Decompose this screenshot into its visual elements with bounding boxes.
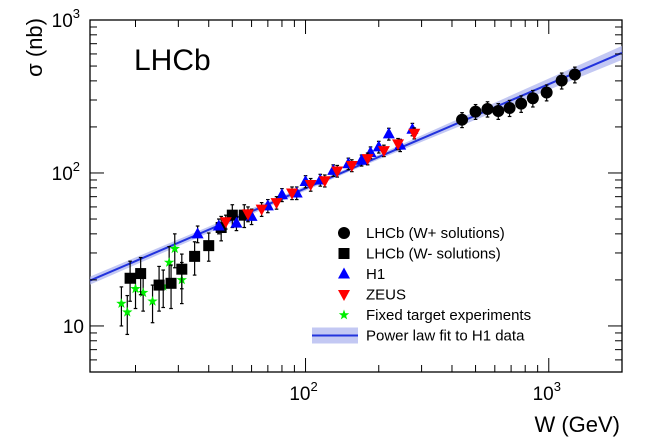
data-point — [270, 198, 283, 210]
data-point — [230, 216, 243, 228]
data-point — [392, 139, 405, 151]
data-point — [130, 283, 141, 294]
data-point — [331, 166, 344, 178]
data-point — [481, 102, 494, 115]
data-point — [318, 176, 331, 188]
y-tick-label-base: 10 — [52, 11, 73, 32]
legend-marker — [338, 267, 350, 279]
plot-frame — [89, 19, 623, 373]
legend-marker — [338, 248, 350, 259]
chart-title: LHCb — [134, 44, 211, 77]
y-tick-label: 103 — [52, 6, 80, 32]
data-point — [503, 101, 516, 114]
axis-ticks — [90, 19, 623, 373]
data-point — [203, 240, 215, 252]
data-point — [226, 209, 238, 221]
y-tick-label-exponent: 3 — [73, 6, 80, 21]
legend-label: Fixed target experiments — [366, 307, 531, 324]
data-point — [382, 127, 395, 139]
fit-uncertainty-band — [90, 45, 622, 285]
data-point — [238, 209, 250, 221]
data-point — [116, 298, 127, 308]
data-point — [163, 257, 175, 267]
data-point — [304, 180, 317, 192]
data-point — [219, 217, 232, 229]
legend-label: ZEUS — [366, 287, 406, 304]
y-tick-label-base: 10 — [63, 317, 84, 338]
data-points — [116, 66, 581, 336]
data-point — [153, 279, 165, 291]
x-tick-label-exponent: 2 — [310, 379, 317, 394]
data-point — [275, 188, 288, 200]
legend-marker — [338, 290, 350, 301]
data-point — [286, 188, 299, 200]
legend-label: LHCb (W+ solutions) — [366, 225, 505, 242]
data-point — [255, 204, 268, 216]
data-point — [568, 68, 581, 81]
data-point — [492, 105, 505, 118]
data-point — [526, 92, 539, 105]
data-point — [469, 105, 482, 118]
data-point — [165, 277, 177, 289]
data-point — [355, 153, 368, 165]
x-tick-label-base: 10 — [289, 384, 310, 405]
x-axis-title: W (GeV) — [534, 412, 620, 437]
data-point — [189, 250, 201, 262]
data-point — [361, 154, 374, 166]
legend-label: Power law fit to H1 data — [366, 328, 525, 345]
data-point — [515, 97, 528, 110]
data-point — [241, 209, 254, 221]
y-tick-label: 102 — [52, 159, 80, 185]
data-point — [345, 160, 358, 172]
data-point — [408, 128, 421, 140]
y-tick-label-exponent: 2 — [73, 159, 80, 174]
data-point — [124, 272, 136, 284]
data-point — [540, 86, 553, 99]
x-tick-label: 102 — [289, 379, 317, 405]
data-point — [137, 287, 149, 298]
data-point — [147, 295, 158, 306]
data-point — [169, 243, 180, 254]
data-point — [212, 219, 225, 231]
series-circle — [456, 66, 581, 129]
y-tick-label-base: 10 — [52, 164, 73, 185]
data-point — [191, 227, 204, 239]
y-tick-label: 10 — [63, 317, 84, 338]
x-tick-label-exponent: 3 — [554, 379, 561, 394]
x-tick-label: 103 — [533, 379, 561, 405]
legend-marker — [338, 309, 350, 320]
data-point — [122, 306, 133, 317]
data-point — [456, 113, 469, 126]
x-tick-label-base: 10 — [533, 384, 554, 405]
legend: LHCb (W+ solutions) LHCb (W- solutions) H1… — [312, 225, 531, 345]
data-point — [377, 146, 390, 158]
legend-label: H1 — [366, 266, 385, 283]
y-axis-title: σ (nb) — [22, 18, 47, 77]
legend-label: LHCb (W- solutions) — [366, 246, 501, 263]
legend-marker — [338, 227, 350, 239]
data-point — [176, 263, 188, 275]
series-triangle-down — [219, 127, 421, 230]
data-point — [135, 268, 147, 280]
data-point — [555, 74, 568, 87]
